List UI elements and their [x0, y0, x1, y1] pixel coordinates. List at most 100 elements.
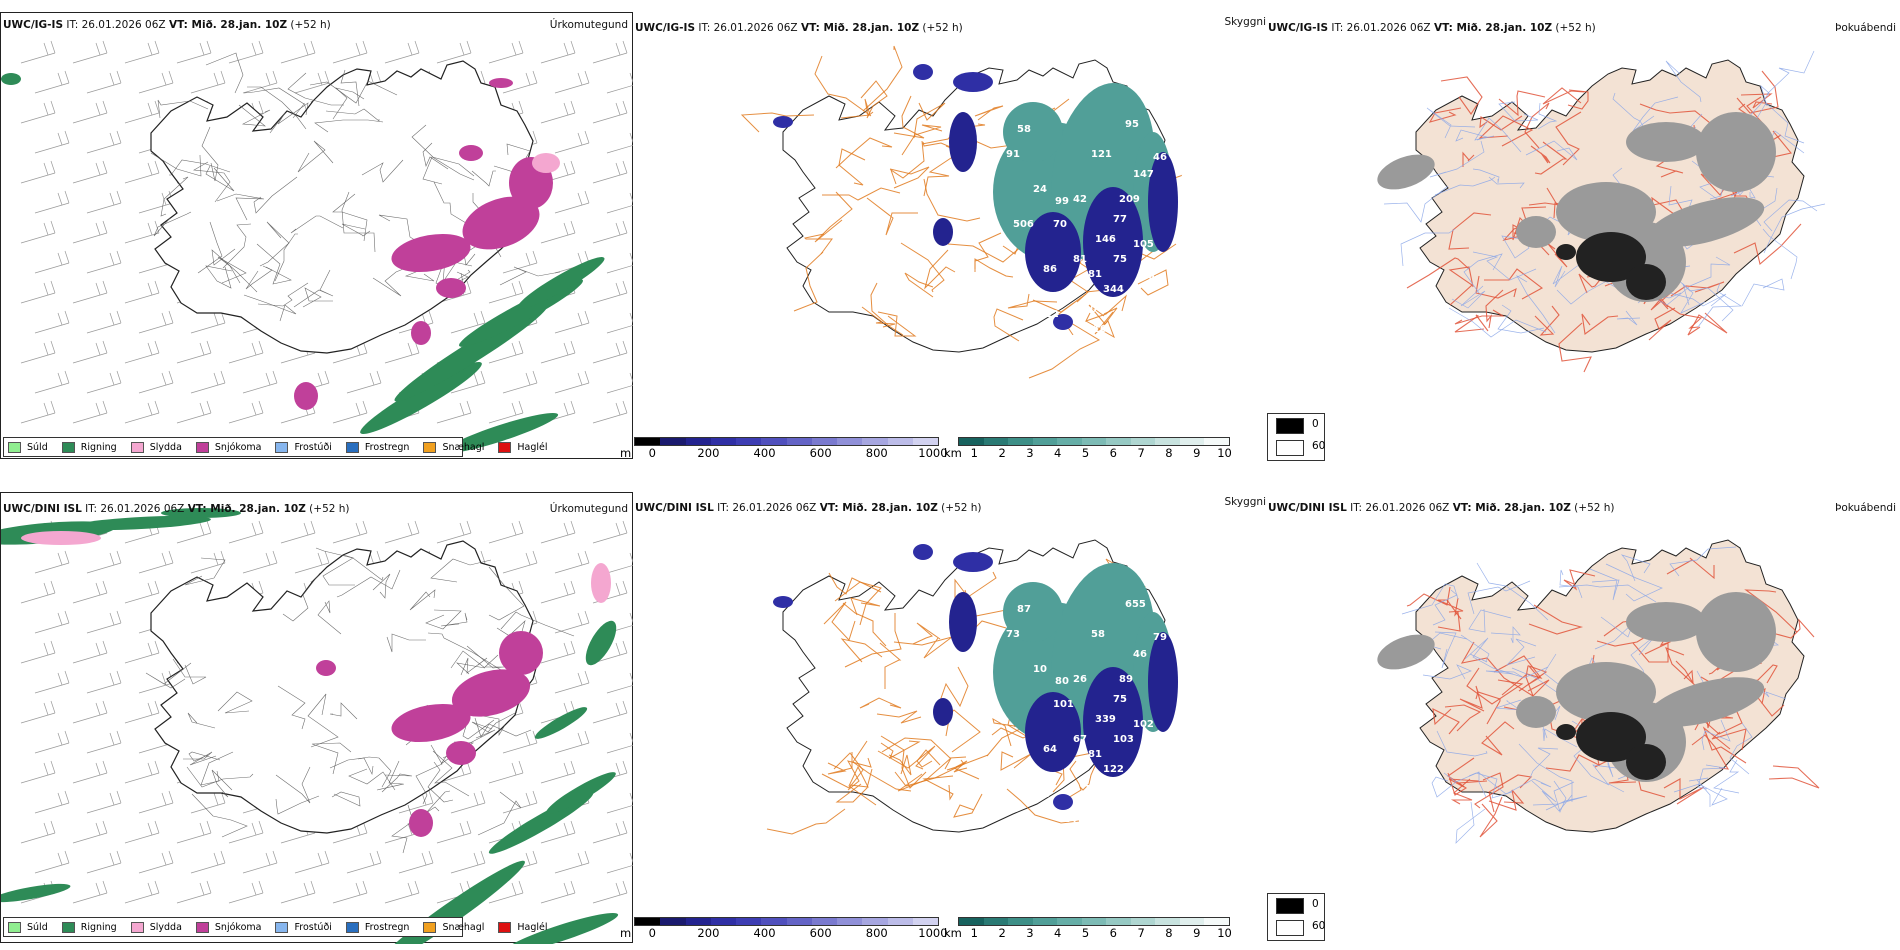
ceiling-label: 75 — [1113, 254, 1127, 265]
legend-label: Slydda — [149, 441, 182, 453]
fog-legend-label: 60 — [1312, 920, 1326, 932]
ceiling-label: 72 — [1063, 334, 1077, 345]
fog-legend: 0 60 — [1267, 413, 1325, 461]
colorbar-segment — [811, 438, 837, 445]
colorbar-tick: 6 — [1109, 446, 1117, 460]
fog-panel-dini: UWC/DINI ISL IT: 26.01.2026 06Z VT: Mið.… — [1266, 492, 1900, 943]
colorbar-tick: 8 — [1165, 446, 1173, 460]
legend-label: Haglél — [517, 921, 548, 933]
colorbar-segment — [1155, 918, 1180, 925]
valid-time: VT: Mið. 28.jan. 10Z — [168, 19, 288, 31]
ceiling-label: 81 — [1073, 254, 1087, 265]
colorbar-segment — [983, 918, 1009, 925]
colorbar-tick: 0 — [648, 446, 656, 460]
colorbar-tick: 3 — [1026, 446, 1034, 460]
colorbar-tick: 400 — [753, 926, 776, 940]
legend-label: Frostregn — [364, 921, 410, 933]
colorbar-tick: 9 — [1193, 446, 1201, 460]
legend-swatch — [423, 921, 437, 933]
panel-title: Úrkomutegund — [549, 503, 628, 515]
colorbar-segment — [786, 918, 812, 925]
ceiling-label: 80 — [1055, 676, 1069, 687]
fog-legend-label: 60 — [1312, 440, 1326, 452]
legend-item: Frostregn — [345, 441, 409, 453]
legend-item: Frostúði — [275, 921, 332, 933]
colorbar-tick: 4 — [1054, 446, 1062, 460]
colorbar-unit: km — [944, 926, 962, 940]
colorbar-segment — [1081, 918, 1107, 925]
ceiling-label: 79 — [1153, 632, 1167, 643]
legend-item: Snæhagl — [423, 441, 484, 453]
colorbar-segment — [685, 918, 711, 925]
colorbar-strip — [958, 437, 1230, 446]
fog-legend-label: 0 — [1312, 418, 1319, 430]
ceiling-label: 81 — [1088, 749, 1102, 760]
ceiling-label: 95 — [1125, 119, 1139, 130]
valid-time: VT: Mið. 28.jan. 10Z — [1452, 502, 1571, 514]
colorbar-ticks: m 0 200 400 600 800 1000 — [620, 926, 948, 940]
ceiling-label: 75 — [1113, 694, 1127, 705]
fog-legend-swatch — [1276, 418, 1304, 434]
init-time: IT: 26.01.2026 06Z — [1331, 22, 1431, 34]
legend-item: Haglél — [498, 921, 548, 933]
colorbar-segment — [837, 918, 863, 925]
ceiling-label: 46 — [1153, 152, 1167, 163]
legend-swatch — [8, 921, 21, 933]
colorbar-tick: 4 — [1054, 926, 1062, 940]
model-name: UWC/IG-IS — [635, 22, 696, 34]
colorbar-segment — [1057, 918, 1082, 925]
colorbar-tick: 5 — [1081, 446, 1090, 460]
colorbar-segment — [660, 438, 686, 445]
ceiling-label: 10 — [1093, 324, 1107, 335]
legend-item: Slydda — [130, 921, 182, 933]
colorbar-segment — [786, 438, 812, 445]
ceiling-label: 209 — [1119, 194, 1140, 205]
legend-item: Snjókoma — [195, 921, 261, 933]
colorbar-tick: 10 — [1217, 446, 1232, 460]
colorbar-tick: 2 — [998, 446, 1006, 460]
ceiling-label: 122 — [1103, 764, 1124, 775]
panel-header: UWC/DINI ISL IT: 26.01.2026 06Z VT: Mið.… — [3, 503, 350, 515]
init-time: IT: 26.01.2026 06Z — [66, 19, 166, 31]
colorbar-segment — [736, 438, 762, 445]
precip-type-panel-ig: UWC/IG-IS IT: 26.01.2026 06Z VT: Mið. 28… — [0, 12, 634, 459]
ceiling-label: 506 — [1013, 219, 1034, 230]
colorbar-segment — [635, 438, 661, 445]
lead-time: (+52 h) — [922, 22, 963, 34]
ceiling-label: 339 — [1095, 714, 1116, 725]
colorbar-tick: 1000 — [918, 926, 948, 940]
colorbar-segment — [1057, 438, 1082, 445]
model-name: UWC/DINI ISL — [3, 503, 82, 515]
ceiling-label: 64 — [1043, 744, 1057, 755]
colorbar-segment — [887, 918, 913, 925]
colorbar-segment — [959, 918, 984, 925]
ceiling-label: 121 — [1091, 149, 1112, 160]
ceiling-label: 146 — [1095, 234, 1116, 245]
init-time: IT: 26.01.2026 06Z — [717, 502, 817, 514]
fog-legend-swatch — [1276, 440, 1304, 456]
valid-time: VT: Mið. 28.jan. 10Z — [187, 503, 306, 515]
ceiling-label: 67 — [1073, 734, 1087, 745]
colorbar-ticks: m 0 200 400 600 800 1000 — [620, 446, 948, 460]
ceiling-label: 73 — [1006, 629, 1020, 640]
fog-panel-ig: UWC/IG-IS IT: 26.01.2026 06Z VT: Mið. 28… — [1266, 12, 1900, 459]
ceiling-label: 14 — [1063, 814, 1077, 825]
ceiling-label: 101 — [1053, 699, 1074, 710]
colorbar-segment — [1204, 438, 1230, 445]
colorbar-segment — [959, 438, 984, 445]
legend-item: Haglél — [498, 441, 548, 453]
panel-header: UWC/DINI ISL IT: 26.01.2026 06Z VT: Mið.… — [635, 502, 982, 514]
ceiling-label: 99 — [1055, 196, 1069, 207]
lead-time: (+52 h) — [290, 19, 331, 31]
colorbar-segment — [1179, 438, 1205, 445]
fog-map-dini — [1377, 539, 1820, 844]
init-time: IT: 26.01.2026 06Z — [1350, 502, 1450, 514]
panel-title: Skyggni — [1224, 496, 1267, 508]
colorbar-segment — [1106, 438, 1131, 445]
legend-item: Snjókoma — [195, 441, 261, 453]
colorbar-segment — [635, 918, 661, 925]
legend-swatch — [61, 441, 75, 453]
legend-item: Frostregn — [345, 921, 410, 933]
colorbar-segment — [685, 438, 711, 445]
ceiling-label: 344 — [1103, 284, 1124, 295]
